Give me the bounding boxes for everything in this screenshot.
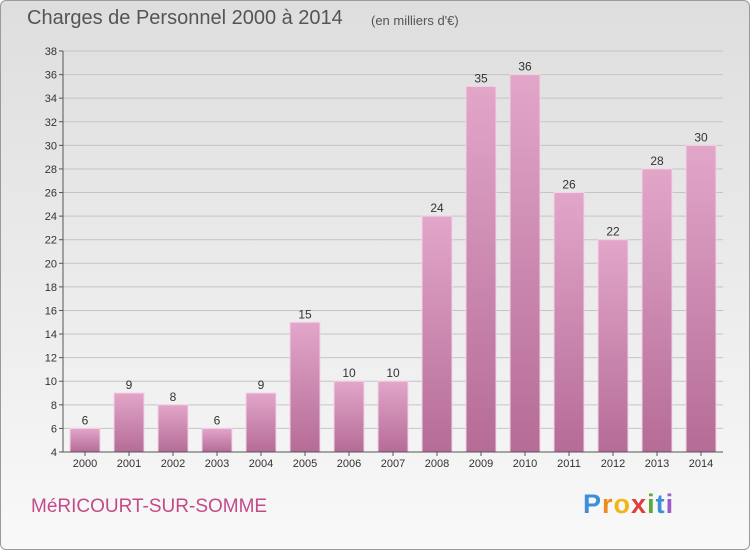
data-label-2012: 22 — [606, 225, 620, 239]
axes: 4 6 8 10 12 14 16 18 20 22 24 26 28 30 32 34 36 38 2000 200… — [45, 46, 723, 470]
y-tick-label: 6 — [51, 423, 57, 435]
y-tick-label: 8 — [51, 400, 57, 412]
x-tick-label-2007: 2007 — [381, 458, 405, 470]
y-tick-label: 16 — [45, 305, 57, 317]
y-tick-label: 32 — [45, 117, 57, 129]
x-tick-label-2000: 2000 — [73, 458, 97, 470]
bar-2007 — [377, 380, 409, 453]
data-label-2007: 10 — [386, 366, 400, 380]
logo-letter: x — [631, 489, 648, 519]
bar-2005 — [289, 321, 321, 453]
chart-subtitle: (en milliers d'€) — [371, 13, 459, 28]
y-tick-label: 26 — [45, 188, 57, 200]
y-tick-label: 24 — [45, 211, 57, 223]
x-tick-label-2013: 2013 — [645, 458, 669, 470]
data-label-2008: 24 — [430, 201, 444, 215]
bar-2000 — [69, 427, 101, 453]
bar-2013 — [641, 168, 673, 453]
commune-name: MéRICOURT-SUR-SOMME — [31, 496, 268, 517]
x-tick-label-2001: 2001 — [117, 458, 141, 470]
bar-2012 — [597, 239, 629, 453]
x-tick-label-2002: 2002 — [161, 458, 185, 470]
x-tick-label-2011: 2011 — [557, 458, 581, 470]
bar-2010 — [509, 74, 541, 453]
proxiti-logo: Proxiti — [583, 489, 674, 520]
bar-2008 — [421, 215, 453, 453]
y-tick-label: 4 — [51, 447, 57, 459]
logo-letter: o — [613, 489, 632, 519]
y-tick-label: 30 — [45, 140, 57, 152]
x-tick-label-2012: 2012 — [601, 458, 625, 470]
bar-2003 — [201, 427, 233, 453]
bars: 6 9 8 6 9 15 10 10 24 35 36 26 22 28 30 — [69, 60, 717, 453]
bar-2004 — [245, 392, 277, 453]
data-label-2014: 30 — [694, 130, 708, 144]
x-tick-label-2014: 2014 — [689, 458, 713, 470]
bar-2009 — [465, 85, 497, 453]
data-label-2000: 6 — [82, 413, 89, 427]
bar-2001 — [113, 392, 145, 453]
y-tick-label: 12 — [45, 353, 57, 365]
data-label-2011: 26 — [562, 178, 576, 192]
data-label-2001: 9 — [126, 378, 133, 392]
x-tick-label-2009: 2009 — [469, 458, 493, 470]
y-tick-label: 28 — [45, 164, 57, 176]
y-tick-label: 36 — [45, 70, 57, 82]
x-tick-label-2008: 2008 — [425, 458, 449, 470]
y-tick-label: 34 — [45, 93, 57, 105]
y-tick-label: 20 — [45, 258, 57, 270]
bar-2006 — [333, 380, 365, 453]
data-label-2013: 28 — [650, 154, 664, 168]
data-label-2004: 9 — [258, 378, 265, 392]
data-label-2010: 36 — [518, 60, 532, 74]
x-tick-label-2010: 2010 — [513, 458, 537, 470]
y-tick-label: 10 — [45, 376, 57, 388]
data-label-2006: 10 — [342, 366, 356, 380]
x-tick-label-2006: 2006 — [337, 458, 361, 470]
y-tick-label: 38 — [45, 46, 57, 58]
data-label-2003: 6 — [214, 413, 221, 427]
logo-letter: i — [665, 489, 675, 519]
data-label-2009: 35 — [474, 71, 488, 85]
bar-2011 — [553, 192, 585, 453]
logo-letter: t — [655, 489, 666, 519]
logo-letter: P — [583, 489, 603, 519]
x-tick-label-2003: 2003 — [205, 458, 229, 470]
logo-letter: r — [602, 489, 614, 519]
x-tick-label-2004: 2004 — [249, 458, 273, 470]
data-label-2005: 15 — [298, 307, 312, 321]
x-tick-label-2005: 2005 — [293, 458, 317, 470]
bar-2002 — [157, 404, 189, 453]
data-label-2002: 8 — [170, 390, 177, 404]
y-tick-label: 22 — [45, 235, 57, 247]
y-tick-label: 18 — [45, 282, 57, 294]
logo-letter: i — [647, 489, 656, 519]
bar-2014 — [685, 144, 717, 453]
chart-title: Charges de Personnel 2000 à 2014 — [27, 7, 343, 29]
y-tick-label: 14 — [45, 329, 57, 341]
